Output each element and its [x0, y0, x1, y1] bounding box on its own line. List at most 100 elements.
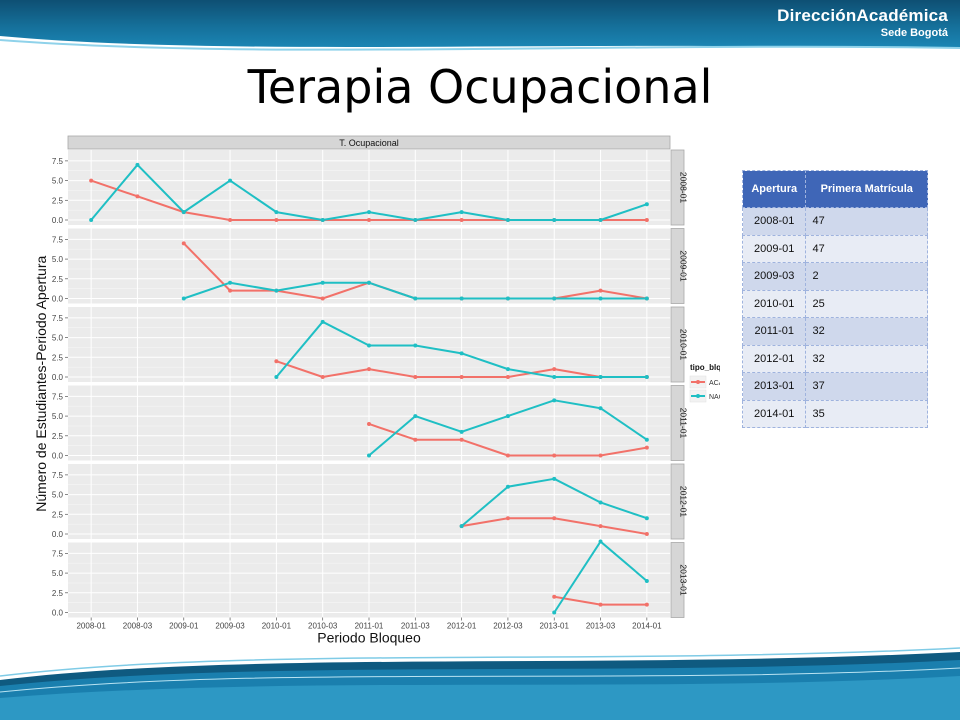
data-point-nacad — [644, 375, 649, 379]
data-point-acad — [644, 602, 649, 607]
panel-strip — [670, 306, 685, 383]
header-band: DirecciónAcadémica Sede Bogotá — [0, 0, 960, 60]
data-point-acad — [598, 453, 603, 458]
table-row: 2009-01 47 — [741, 234, 928, 263]
x-tick-label: 2011-01 — [355, 622, 384, 631]
data-point-acad — [644, 445, 649, 450]
data-point-nacad — [552, 375, 557, 379]
x-tick-label: 2010-01 — [262, 622, 292, 631]
table-row: 2012-01 32 — [741, 344, 928, 373]
table-cell: 47 — [805, 207, 928, 236]
line-chart: T. Ocupacional 0.0 2.5 5.0 7.5 2008-01 0.0 2.5 5… — [33, 135, 720, 646]
panel-label: 2012-01 — [679, 486, 689, 517]
data-point-acad — [274, 359, 279, 364]
y-tick-label: 0.0 — [52, 530, 64, 539]
data-point-nacad — [505, 414, 510, 419]
x-tick-label: 2008-03 — [123, 622, 153, 631]
y-tick-label: 0.0 — [52, 216, 64, 225]
panel-label: 2013-01 — [679, 564, 689, 595]
data-point-nacad — [367, 280, 371, 285]
data-point-nacad — [598, 218, 603, 222]
data-point-nacad — [644, 202, 649, 207]
panel-strip — [670, 149, 685, 226]
panel-strip — [670, 385, 685, 461]
apertura-table: Apertura Primera Matrícula 2008-01 47 200… — [741, 170, 928, 428]
data-point-nacad — [274, 288, 279, 293]
data-point-nacad — [459, 524, 464, 529]
panel-label: 2011-01 — [679, 408, 689, 439]
y-tick-label: 2.5 — [52, 510, 64, 519]
data-point-nacad — [274, 210, 279, 215]
table-cell: 2 — [805, 262, 928, 291]
x-tick-label: 2012-03 — [493, 622, 523, 631]
table-cell: 2011-01 — [741, 317, 807, 346]
y-tick-label: 5.0 — [52, 412, 64, 421]
data-point-nacad — [181, 210, 186, 215]
data-point-acad — [505, 453, 510, 458]
y-tick-label: 5.0 — [52, 491, 64, 500]
data-point-acad — [598, 524, 603, 529]
data-point-acad — [228, 218, 233, 222]
data-point-nacad — [228, 280, 233, 285]
footer-wave-decoration — [0, 647, 960, 720]
table-cell: 2009-01 — [741, 234, 807, 263]
data-point-nacad — [320, 280, 325, 285]
data-point-acad — [505, 516, 510, 521]
data-point-acad — [89, 178, 94, 183]
panel-strip — [670, 463, 685, 540]
table-header-row: Apertura Primera Matrícula — [741, 170, 928, 208]
y-tick-label: 5.0 — [52, 569, 64, 578]
panel-label: 2010-01 — [679, 329, 689, 360]
table-cell: 2009-03 — [741, 262, 807, 291]
y-tick-label: 0.0 — [52, 373, 64, 382]
brand-logo: DirecciónAcadémica Sede Bogotá — [777, 6, 948, 39]
data-point-nacad — [459, 210, 464, 215]
panel-label: 2008-01 — [679, 172, 689, 203]
data-point-acad — [413, 437, 418, 442]
data-point-acad — [367, 421, 371, 426]
panel-label: 2009-01 — [679, 250, 689, 281]
data-point-nacad — [135, 162, 140, 167]
data-point-acad — [320, 375, 325, 379]
data-point-acad — [135, 194, 140, 199]
data-point-acad — [320, 296, 325, 301]
y-axis-label: Número de Estudiantes-Periodo Apertura — [33, 256, 49, 512]
data-point-nacad — [598, 539, 603, 544]
slide-title: Terapia Ocupacional — [247, 60, 713, 114]
data-point-nacad — [598, 406, 603, 411]
y-tick-label: 0.0 — [52, 452, 64, 461]
data-point-nacad — [505, 367, 510, 372]
y-tick-label: 7.5 — [52, 314, 64, 323]
table-row: 2011-01 32 — [741, 317, 928, 346]
brand-line1: DirecciónAcadémica — [777, 6, 948, 25]
data-point-nacad — [459, 351, 464, 356]
data-point-nacad — [598, 500, 603, 505]
x-tick-label: 2009-03 — [215, 622, 245, 631]
table-row: 2013-01 37 — [741, 372, 928, 401]
table-row: 2008-01 47 — [741, 207, 928, 236]
y-tick-label: 5.0 — [52, 255, 64, 264]
data-point-acad — [552, 594, 557, 599]
table-row: 2014-01 35 — [741, 399, 928, 428]
y-tick-label: 7.5 — [52, 392, 64, 401]
x-tick-label: 2010-03 — [308, 622, 338, 631]
y-tick-label: 2.5 — [52, 196, 64, 205]
x-tick-label: 2008-01 — [76, 622, 106, 631]
data-point-nacad — [367, 210, 371, 215]
table-cell: 2012-01 — [741, 344, 807, 373]
data-point-acad — [598, 288, 603, 293]
data-point-acad — [367, 218, 371, 222]
y-tick-label: 7.5 — [52, 471, 64, 480]
data-point-nacad — [552, 476, 557, 481]
y-tick-label: 0.0 — [52, 609, 64, 618]
data-point-nacad — [598, 296, 603, 301]
y-tick-label: 2.5 — [52, 275, 64, 284]
table-cell: 25 — [805, 289, 928, 318]
data-point-nacad — [644, 516, 649, 521]
legend-entry: NACAD — [709, 394, 720, 401]
data-point-nacad — [89, 218, 94, 222]
panel-strip — [670, 228, 685, 304]
data-point-nacad — [552, 218, 557, 222]
y-tick-label: 5.0 — [52, 334, 64, 343]
data-point-acad — [459, 375, 464, 379]
